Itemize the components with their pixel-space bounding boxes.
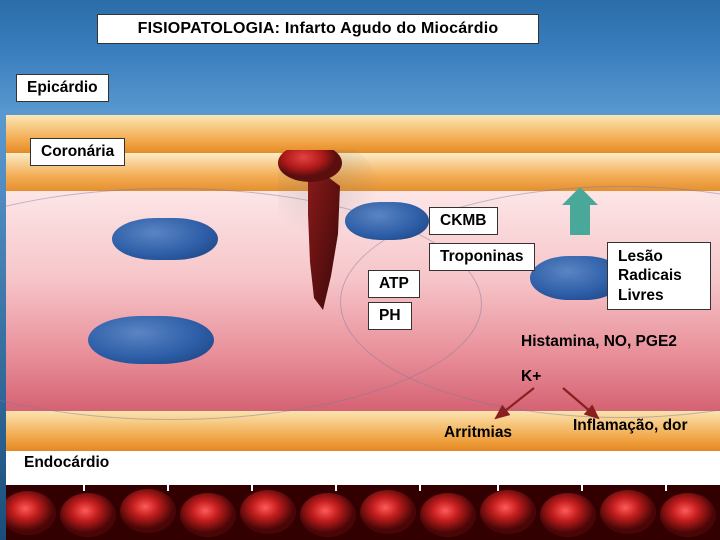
- inflamacao-label: Inflamação, dor: [573, 416, 693, 435]
- ckmb-label: CKMB: [429, 207, 498, 235]
- k-label: K+: [521, 368, 541, 386]
- myocyte-cell: [88, 316, 214, 364]
- troponinas-label: Troponinas: [429, 243, 535, 271]
- ph-label: PH: [368, 302, 412, 330]
- arritmias-label: Arritmias: [444, 424, 512, 442]
- up-arrow-icon: [562, 187, 598, 235]
- title-box: FISIOPATOLOGIA: Infarto Agudo do Miocárd…: [97, 14, 539, 44]
- title-text: FISIOPATOLOGIA: Infarto Agudo do Miocárd…: [138, 20, 499, 38]
- gap-white: [6, 451, 720, 485]
- rbc-strip: [6, 485, 720, 540]
- epicardio-label: Epicárdio: [16, 74, 109, 102]
- coronaria-label: Coronária: [30, 138, 125, 166]
- histamina-label: Histamina, NO, PGE2: [521, 333, 677, 351]
- thrombus-icon: [278, 150, 478, 325]
- myocyte-cell: [112, 218, 218, 260]
- lesao-label: Lesão Radicais Livres: [607, 242, 711, 310]
- endocardio-label: Endocárdio: [24, 454, 109, 472]
- slide-canvas: FISIOPATOLOGIA: Infarto Agudo do Miocárd…: [0, 0, 720, 540]
- atp-label: ATP: [368, 270, 420, 298]
